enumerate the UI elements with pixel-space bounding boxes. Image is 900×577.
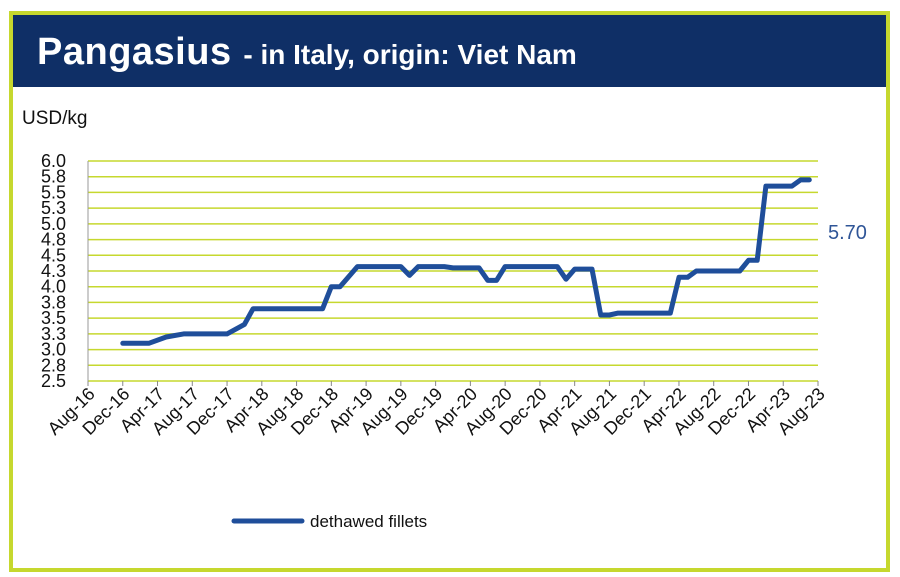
chart-frame: Pangasius - in Italy, origin: Viet Nam <box>9 11 890 572</box>
y-tick-label: 4.8 <box>41 230 66 250</box>
y-tick-label: 2.5 <box>41 371 66 391</box>
y-tick-label: 5.5 <box>41 182 66 202</box>
y-tick-label: 5.3 <box>41 198 66 218</box>
y-tick-label: 3.8 <box>41 292 66 312</box>
title-banner: Pangasius - in Italy, origin: Viet Nam <box>13 15 886 90</box>
y-tick-label: 3.5 <box>41 308 66 328</box>
y-tick-label: 5.0 <box>41 214 66 234</box>
page-title: Pangasius - in Italy, origin: Viet Nam <box>37 31 577 74</box>
y-tick-label: 2.8 <box>41 355 66 375</box>
y-tick-label: 4.0 <box>41 277 66 297</box>
series-line-dethawed-fillets <box>120 177 812 346</box>
y-tick-label: 4.5 <box>41 245 66 265</box>
y-tick-label: 4.3 <box>41 261 66 281</box>
title-subtitle: - in Italy, origin: Viet Nam <box>235 39 577 70</box>
y-tick-label: 3.3 <box>41 324 66 344</box>
legend-label: dethawed fillets <box>310 512 427 531</box>
y-tick-label: 3.0 <box>41 340 66 360</box>
y-tick-label: 6.0 <box>41 151 66 171</box>
y-axis-unit-label: USD/kg <box>22 108 88 129</box>
title-main: Pangasius <box>37 31 232 73</box>
y-tick-label: 5.8 <box>41 167 66 187</box>
last-value-label: 5.70 <box>828 222 867 244</box>
